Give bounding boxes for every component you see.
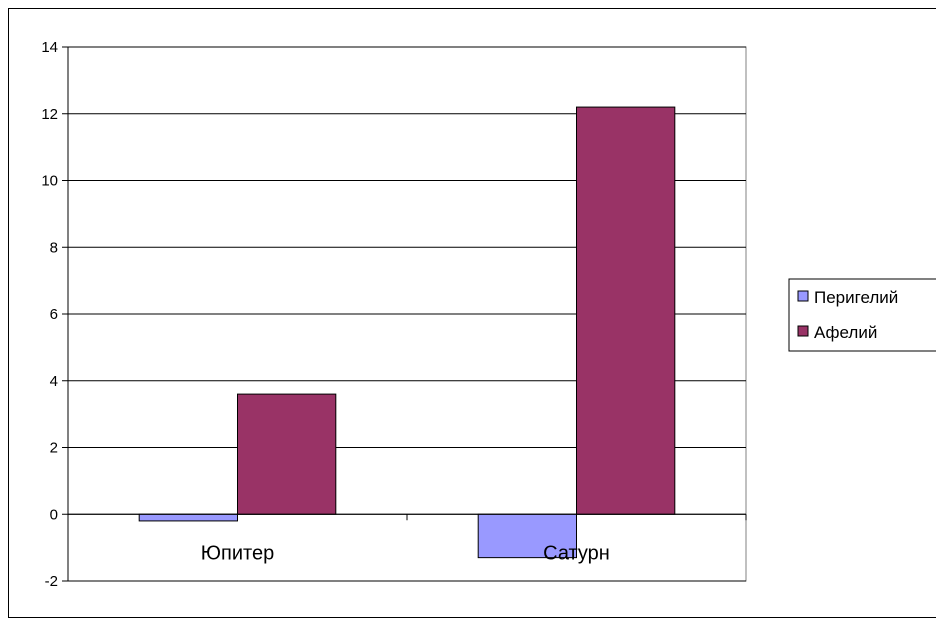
legend-box xyxy=(788,278,936,352)
x-category-label: Юпитер xyxy=(201,542,274,564)
y-tick-label: 12 xyxy=(41,106,58,123)
bar-perigee xyxy=(138,513,238,522)
legend-swatch-perigee xyxy=(797,290,809,302)
axes xyxy=(62,46,747,582)
y-tick-labels: -2 0 2 4 6 8 10 12 14 xyxy=(41,39,58,590)
chart-area: -2 0 2 4 6 8 10 12 14 Юпитер Сатурн Перигелий Афе… xyxy=(8,8,936,618)
y-tick-label: 4 xyxy=(50,373,58,390)
x-category-labels: Юпитер Сатурн xyxy=(201,542,610,564)
y-tick-label: 14 xyxy=(41,39,58,56)
legend: Перигелий Афелий xyxy=(788,278,936,352)
bar-perigee xyxy=(477,513,577,559)
y-tick-label: -2 xyxy=(45,573,58,590)
y-tick-label: 2 xyxy=(50,440,58,457)
y-tick-label: 8 xyxy=(50,239,58,256)
bars xyxy=(138,106,676,559)
y-tick-label: 0 xyxy=(50,506,58,523)
legend-label-aphelion: Афелий xyxy=(814,323,877,342)
legend-label-perigee: Перигелий xyxy=(814,288,898,307)
bar-aphelion xyxy=(237,393,337,515)
legend-swatch-aphelion xyxy=(797,325,809,337)
y-tick-label: 10 xyxy=(41,173,58,190)
bar-chart: -2 0 2 4 6 8 10 12 14 Юпитер Сатурн Перигелий Афе… xyxy=(41,39,936,590)
bar-aphelion xyxy=(576,106,676,515)
x-category-label: Сатурн xyxy=(543,542,610,564)
y-tick-label: 6 xyxy=(50,306,58,323)
